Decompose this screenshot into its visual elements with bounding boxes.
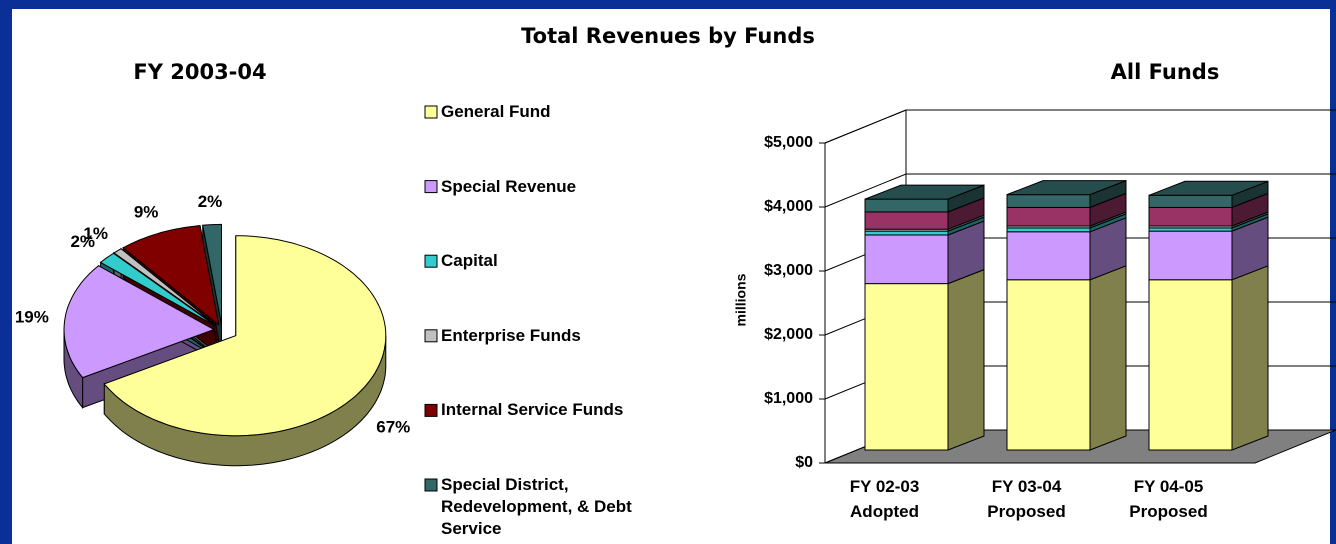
y-tick-label: $0	[795, 454, 813, 471]
bar-top	[1006, 180, 1127, 196]
x-tick-label: FY 02-03 Adopted	[849, 477, 920, 521]
bar	[1148, 230, 1233, 281]
x-tick-label: FY 04-05 Proposed	[1129, 477, 1208, 521]
grid-line	[824, 109, 1336, 144]
bar	[1148, 279, 1233, 451]
data-label: 9%	[134, 202, 159, 221]
y-axis-label: millions	[733, 273, 749, 326]
bar	[864, 198, 949, 213]
data-label: 19%	[15, 307, 49, 326]
bar-side	[1089, 265, 1127, 451]
bar	[1006, 231, 1091, 281]
bar	[864, 230, 949, 236]
bar	[1006, 227, 1091, 233]
legend-swatch	[424, 478, 438, 492]
pie-slice	[63, 265, 216, 379]
bar-side	[947, 268, 985, 451]
bar-top	[864, 184, 985, 200]
bar	[1148, 194, 1233, 208]
bar	[864, 283, 949, 451]
y-tick-label: $2,000	[764, 326, 813, 343]
data-label: 1%	[83, 224, 108, 243]
page-title: Total Revenues by Funds	[521, 24, 815, 48]
pie-slice	[122, 225, 220, 327]
bar-side	[1231, 265, 1269, 451]
pie-slice	[113, 248, 218, 327]
bar	[1006, 206, 1091, 227]
y-tick-label: $1,000	[764, 390, 813, 407]
legend-label: Capital	[441, 251, 498, 271]
bar-title: All Funds	[1110, 60, 1220, 84]
legend-swatch	[424, 180, 438, 194]
legend-label: Enterprise Funds	[441, 325, 581, 345]
legend-swatch	[424, 329, 438, 343]
y-tick-label: $4,000	[764, 198, 813, 215]
legend-label: Special District, Redevelopment, & Debt …	[441, 475, 632, 538]
pie-slice	[103, 235, 387, 437]
x-tick-label: FY 03-04 Proposed	[987, 477, 1066, 521]
legend-label: General Fund	[441, 102, 551, 121]
legend-label: Special Revenue	[441, 176, 577, 196]
bar	[1006, 279, 1091, 451]
bar	[864, 211, 949, 230]
pie-title: FY 2003-04	[133, 60, 267, 84]
pie-slice	[202, 223, 222, 325]
y-tick-label: $3,000	[764, 262, 813, 279]
bar	[1148, 206, 1233, 227]
legend-swatch	[424, 403, 438, 417]
data-label: 2%	[198, 192, 223, 211]
y-tick-label: $5,000	[764, 134, 813, 151]
legend-label: Internal Service Funds	[441, 400, 624, 420]
bar-top	[1148, 180, 1269, 196]
legend-swatch	[424, 105, 438, 119]
legend-swatch	[424, 254, 438, 268]
wall-edge	[824, 109, 1336, 144]
pie-slice	[99, 252, 217, 327]
bar	[864, 234, 949, 285]
data-label: 2%	[70, 232, 95, 251]
bar	[1006, 194, 1091, 208]
grid-line	[824, 173, 1336, 208]
data-label: 67%	[376, 417, 410, 436]
